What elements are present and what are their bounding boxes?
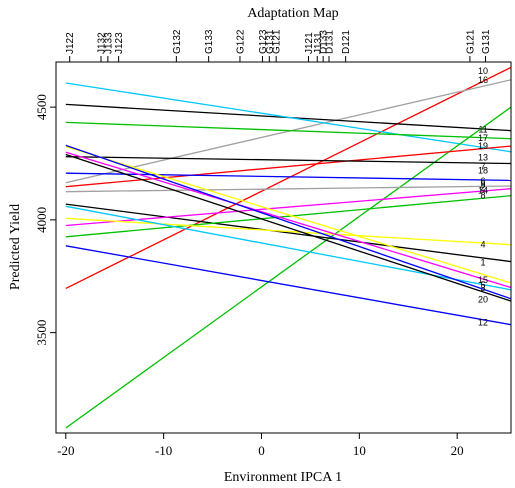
series-line-9 <box>65 203 512 263</box>
line-label-20: 20 <box>478 294 488 304</box>
line-label-4: 4 <box>480 240 485 250</box>
environment-label: G121 <box>465 29 476 54</box>
environment-label: D133 <box>319 30 330 54</box>
line-label-2: 2 <box>480 183 485 193</box>
x-tick-label: 10 <box>353 443 366 458</box>
series-line-4 <box>65 217 512 246</box>
environment-label: J132 <box>97 32 108 54</box>
environment-label: G123 <box>258 29 269 54</box>
x-tick-label: 0 <box>258 443 265 458</box>
series-lines <box>65 66 512 429</box>
environment-label: D121 <box>341 30 352 54</box>
environment-label: G131 <box>265 29 276 54</box>
y-tick-label: 4000 <box>34 207 49 233</box>
series-line-13 <box>65 106 512 429</box>
line-label-17: 17 <box>478 133 488 143</box>
environment-label: J131 <box>313 32 324 54</box>
y-tick-label: 4500 <box>34 94 49 120</box>
environment-label: G122 <box>236 29 247 54</box>
y-tick-label: 3500 <box>34 320 49 346</box>
line-label-15: 15 <box>478 275 488 285</box>
series-line-12 <box>65 245 512 326</box>
y-axis: 3500 4000 4500 <box>34 94 56 346</box>
line-label-9: 9 <box>480 180 485 190</box>
series-line-14 <box>65 188 512 227</box>
series-line-15 <box>65 151 512 289</box>
environment-label: J121 <box>304 32 315 54</box>
x-tick-label: -20 <box>57 443 74 458</box>
y-axis-label: Predicted Yield <box>8 204 23 290</box>
line-label-8: 8 <box>480 191 485 201</box>
environment-label: G133 <box>204 29 215 54</box>
chart-title: Adaptation Map <box>247 6 338 21</box>
series-line-19 <box>65 121 512 140</box>
line-label-11: 11 <box>478 125 487 135</box>
environment-label: G121 <box>272 29 283 54</box>
line-label-7: 7 <box>480 161 485 171</box>
environment-label: D131 <box>325 30 336 54</box>
line-label-3: 3 <box>480 283 485 293</box>
series-line-10 <box>65 66 512 289</box>
series-line-3 <box>65 144 512 300</box>
series-line-1 <box>65 145 512 284</box>
line-label-14: 14 <box>478 186 488 196</box>
series-line-5 <box>65 205 512 291</box>
line-label-19: 19 <box>478 141 488 151</box>
series-line-17 <box>65 82 512 153</box>
line-label-10: 10 <box>478 66 488 76</box>
line-label-1: 1 <box>480 258 485 268</box>
line-label-13: 13 <box>478 153 488 163</box>
line-label-12: 12 <box>478 318 488 328</box>
x-tick-label: -10 <box>155 443 172 458</box>
x-axis-label: Environment IPCA 1 <box>224 470 342 485</box>
x-tick-label: 20 <box>451 443 464 458</box>
line-label-18: 18 <box>478 165 488 175</box>
series-line-2 <box>65 185 512 193</box>
line-label-16: 16 <box>478 75 488 85</box>
x-axis: -20 -10 0 10 20 <box>57 433 464 458</box>
plot-frame <box>55 61 512 434</box>
environment-label: G132 <box>172 29 183 54</box>
series-line-18 <box>65 156 512 165</box>
environment-label: J123 <box>114 32 125 54</box>
line-label-6: 6 <box>480 176 485 186</box>
series-line-7 <box>65 145 512 188</box>
series-line-20 <box>65 153 512 302</box>
line-label-5: 5 <box>480 280 485 290</box>
series-line-8 <box>65 195 512 238</box>
environment-label: G131 <box>481 29 492 54</box>
environment-label: J133 <box>103 32 114 54</box>
environment-label: J122 <box>65 32 76 54</box>
series-line-16 <box>65 79 512 184</box>
